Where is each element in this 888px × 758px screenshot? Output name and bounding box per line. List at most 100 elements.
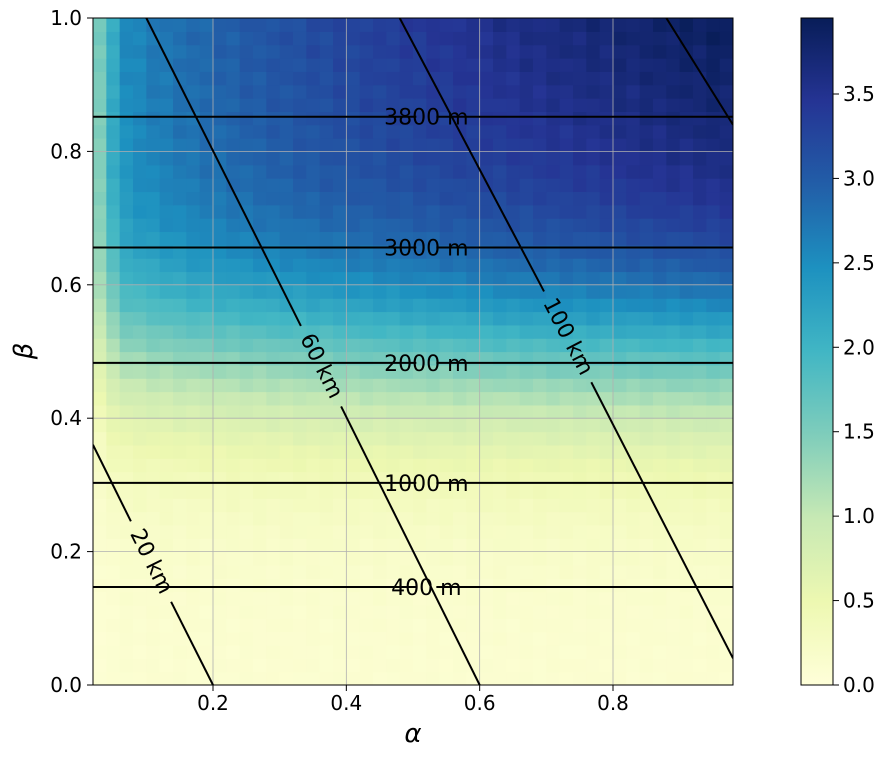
heatmap-cell [146,658,161,673]
heatmap-cell [679,71,694,86]
heatmap-cell [279,31,294,46]
heatmap-cell [573,231,587,246]
heatmap-cell [546,58,561,72]
heatmap-cell [359,298,374,313]
heatmap-cell [493,391,507,406]
heatmap-cell [146,138,161,152]
heatmap-cell [386,404,401,419]
heatmap-cell [613,338,627,353]
heatmap-cell [599,564,614,579]
heatmap-cell [133,671,147,685]
heatmap-cell [173,364,187,379]
heatmap-cell [413,391,427,406]
heatmap-cell [266,551,281,566]
heatmap-cell [639,591,654,606]
heatmap-cell [159,431,174,446]
heatmap-cell [586,604,601,619]
heatmap-cell [119,364,134,379]
heatmap-cell [679,604,694,619]
heatmap-cell [613,44,627,59]
heatmap-cell [146,284,161,299]
heatmap-cell [279,391,294,406]
heatmap-cell [226,458,241,473]
heatmap-cell [533,564,547,579]
heatmap-cell [559,498,574,513]
heatmap-cell [466,418,481,433]
heatmap-cell [533,191,547,206]
heatmap-cell [226,391,241,406]
heatmap-cell [519,378,534,393]
heatmap-cell [119,458,134,473]
heatmap-cell [253,98,267,112]
heatmap-cell [639,578,654,593]
heatmap-cell [239,498,254,513]
heatmap-cell [533,138,547,152]
heatmap-cell [679,631,694,646]
heatmap-cell [173,111,187,126]
heatmap-cell [279,218,294,233]
heatmap-cell [146,538,161,553]
heatmap-cell [506,338,521,353]
heatmap-cell [586,524,601,539]
heatmap-cell [186,618,201,633]
heatmap-cell [159,271,174,286]
heatmap-cell [453,644,467,659]
heatmap-cell [186,204,201,219]
heatmap-cell [306,231,321,246]
heatmap-cell [106,618,121,633]
heatmap-cell [413,604,427,619]
heatmap-cell [373,218,387,233]
heatmap-cell [293,98,307,112]
heatmap-cell [573,164,587,179]
heatmap-cell [293,444,307,459]
heatmap-cell [453,164,467,179]
heatmap-cell [173,231,187,246]
heatmap-cell [453,591,467,606]
heatmap-cell [479,604,494,619]
heatmap-cell [279,618,294,633]
heatmap-cell [479,218,494,233]
heatmap-cell [639,151,654,166]
heatmap-cell [693,311,707,326]
heatmap-cell [666,258,681,273]
heatmap-cell [719,444,733,459]
heatmap-cell [666,98,681,112]
heatmap-cell [546,551,561,566]
heatmap-cell [439,338,454,353]
heatmap-cell [279,484,294,499]
heatmap-cell [426,124,441,139]
heatmap-cell [626,191,641,206]
heatmap-cell [146,258,161,273]
heatmap-cell [279,551,294,566]
heatmap-cell [599,44,614,59]
heatmap-cell [373,298,387,313]
colorbar-tick-label: 0.5 [843,589,875,613]
heatmap-cell [293,298,307,313]
heatmap-cell [373,604,387,619]
heatmap-cell [426,164,441,179]
heatmap-cell [186,538,201,553]
heatmap-cell [199,391,214,406]
heatmap-cell [693,124,707,139]
heatmap-cell [639,231,654,246]
heatmap-cell [719,311,733,326]
heatmap-cell [719,258,733,273]
heatmap-cell [199,218,214,233]
heatmap-cell [519,551,534,566]
heatmap-cell [333,418,347,433]
heatmap-cell [533,258,547,273]
heatmap-cell [679,591,694,606]
heatmap-cell [679,498,694,513]
heatmap-cell [666,178,681,193]
heatmap-cell [506,378,521,393]
heatmap-cell [666,44,681,59]
heatmap-cell [213,418,227,433]
heatmap-cell [679,671,694,685]
heatmap-cell [559,604,574,619]
heatmap-cell [173,538,187,553]
heatmap-cell [333,271,347,286]
heatmap-cell [119,31,134,46]
heatmap-cell [133,71,147,86]
heatmap-cell [693,418,707,433]
heatmap-cell [719,151,733,166]
